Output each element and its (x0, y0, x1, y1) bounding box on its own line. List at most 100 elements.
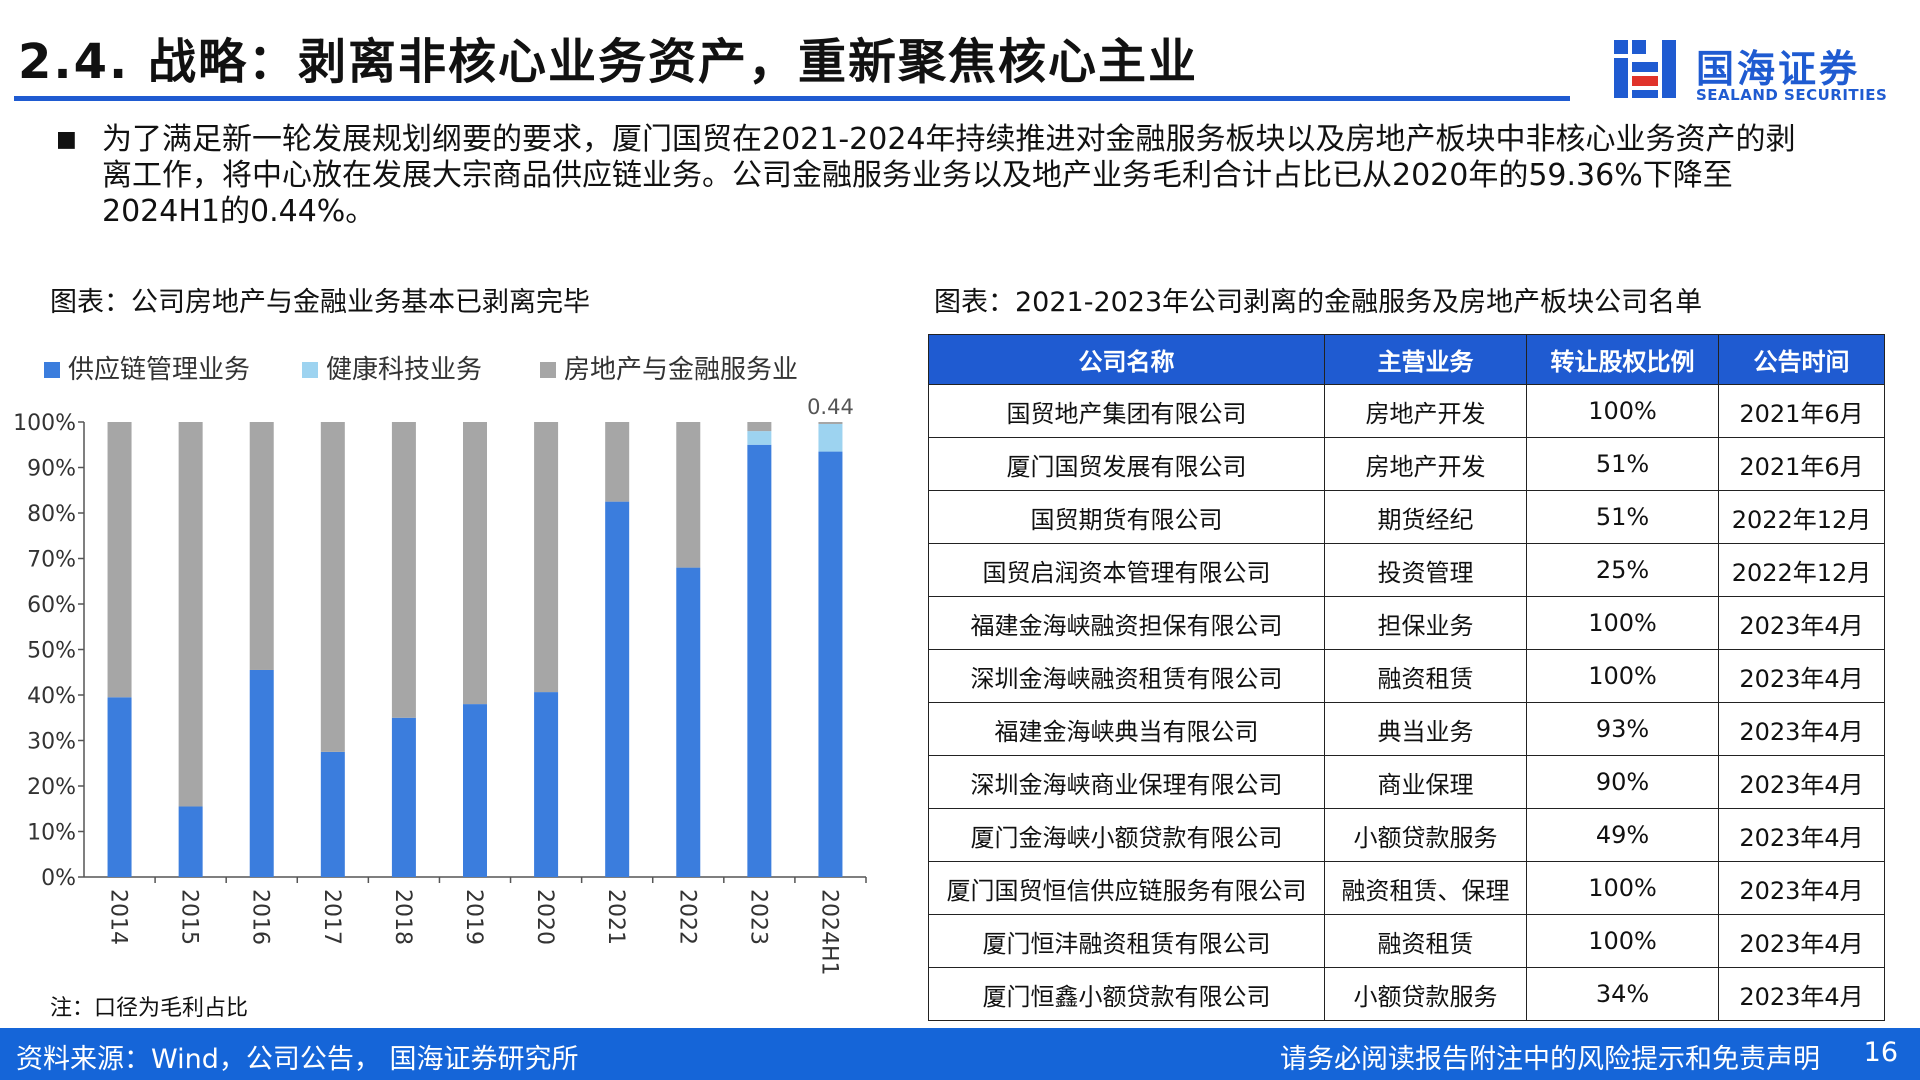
cell-announce-date: 2023年4月 (1718, 861, 1885, 915)
logo-english-name: SEALAND SECURITIES (1696, 86, 1888, 104)
bar-segment (391, 717, 416, 877)
table-row: 福建金海峡典当有限公司 典当业务 93% 2023年4月 (928, 702, 1885, 756)
divested-companies-table: 公司名称 主营业务 转让股权比例 公告时间 国贸地产集团有限公司 房地产开发 100… (928, 334, 1885, 1021)
table-row: 厦门国贸发展有限公司 房地产开发 51% 2021年6月 (928, 437, 1885, 491)
cell-company-name: 福建金海峡典当有限公司 (928, 702, 1325, 756)
y-tick-label: 60% (27, 593, 76, 618)
x-tick-label: 2016 (248, 889, 273, 945)
y-tick-label: 70% (27, 548, 76, 573)
sealand-logo-icon (1614, 40, 1676, 98)
legend-label: 房地产与金融服务业 (564, 355, 798, 385)
bar-segment (178, 806, 203, 877)
table-row: 厦门国贸恒信供应链服务有限公司 融资租赁、保理 100% 2023年4月 (928, 861, 1885, 915)
cell-announce-date: 2022年12月 (1718, 490, 1885, 544)
cell-company-name: 厦门恒沣融资租赁有限公司 (928, 914, 1325, 968)
cell-equity-ratio: 93% (1526, 702, 1719, 756)
cell-main-business: 商业保理 (1324, 755, 1527, 809)
cell-equity-ratio: 34% (1526, 967, 1719, 1021)
table-row: 厦门恒鑫小额贷款有限公司 小额贷款服务 34% 2023年4月 (928, 967, 1885, 1021)
y-tick-label: 80% (27, 502, 76, 527)
table-row: 厦门恒沣融资租赁有限公司 融资租赁 100% 2023年4月 (928, 914, 1885, 968)
y-tick-label: 50% (27, 639, 76, 664)
cell-equity-ratio: 100% (1526, 914, 1719, 968)
legend-swatch (540, 362, 556, 378)
bar-segment (463, 422, 487, 705)
cell-main-business: 房地产开发 (1324, 384, 1527, 438)
bar-segment (605, 501, 630, 877)
table-body: 国贸地产集团有限公司 房地产开发 100% 2021年6月 厦门国贸发展有限公司 房地产开… (928, 384, 1885, 1021)
data-label-annotation: 0.44 (807, 395, 854, 419)
cell-announce-date: 2023年4月 (1718, 967, 1885, 1021)
page-title: 2.4. 战略：剥离非核心业务资产，重新聚焦核心主业 (18, 34, 1198, 90)
bar-segment (605, 422, 630, 502)
x-tick-label: 2014 (106, 889, 131, 945)
y-tick-label: 10% (27, 821, 76, 846)
bullet-marker: ■ (56, 127, 77, 152)
bar-segment (818, 424, 843, 452)
cell-main-business: 期货经纪 (1324, 490, 1527, 544)
title-underline (14, 96, 1570, 101)
cell-equity-ratio: 49% (1526, 808, 1719, 862)
x-tick-label: 2018 (390, 889, 415, 945)
bar-segment (249, 669, 274, 877)
cell-announce-date: 2021年6月 (1718, 384, 1885, 438)
bar-segment (107, 697, 132, 877)
table-header-row: 公司名称 主营业务 转让股权比例 公告时间 (928, 334, 1885, 385)
cell-announce-date: 2023年4月 (1718, 596, 1885, 650)
table-caption: 图表：2021-2023年公司剥离的金融服务及房地产板块公司名单 (934, 287, 1703, 318)
table-row: 深圳金海峡商业保理有限公司 商业保理 90% 2023年4月 (928, 755, 1885, 809)
cell-main-business: 小额贷款服务 (1324, 967, 1527, 1021)
x-tick-label: 2020 (532, 889, 557, 945)
cell-announce-date: 2022年12月 (1718, 543, 1885, 597)
bar-segment (747, 431, 772, 445)
x-tick-label: 2021 (603, 889, 628, 945)
cell-main-business: 小额贷款服务 (1324, 808, 1527, 862)
cell-main-business: 典当业务 (1324, 702, 1527, 756)
bar-segment (676, 422, 701, 568)
cell-announce-date: 2023年4月 (1718, 808, 1885, 862)
bar-segment (534, 692, 559, 877)
company-logo: 国海证券 SEALAND SECURITIES (1612, 36, 1887, 106)
y-tick-label: 100% (13, 411, 76, 436)
companies-table: 公司名称 主营业务 转让股权比例 公告时间 国贸地产集团有限公司 房地产开发 100… (928, 334, 1885, 1021)
bar-segment (107, 422, 132, 698)
chart-svg: 供应链管理业务 健康科技业务 房地产与金融服务业 0% 10% 20% 30% 40% 50% 6… (13, 355, 867, 976)
legend-swatch (302, 362, 318, 378)
bar-segment (178, 422, 203, 807)
header-equity-ratio: 转让股权比例 (1526, 334, 1719, 385)
cell-company-name: 国贸启润资本管理有限公司 (928, 543, 1325, 597)
bar-segment (818, 451, 843, 877)
y-tick-label: 0% (41, 866, 76, 891)
cell-equity-ratio: 100% (1526, 596, 1719, 650)
table-row: 深圳金海峡融资租赁有限公司 融资租赁 100% 2023年4月 (928, 649, 1885, 703)
stacked-bar-chart: 供应链管理业务 健康科技业务 房地产与金融服务业 0% 10% 20% 30% 40% 50% 6… (0, 340, 880, 1000)
footer-bar: 资料来源：Wind，公司公告， 国海证券研究所 请务必阅读报告附注中的风险提示和… (0, 1028, 1920, 1080)
bar-segment (747, 444, 772, 877)
cell-equity-ratio: 100% (1526, 861, 1719, 915)
cell-announce-date: 2021年6月 (1718, 437, 1885, 491)
table-row: 厦门金海峡小额贷款有限公司 小额贷款服务 49% 2023年4月 (928, 808, 1885, 862)
header-company-name: 公司名称 (928, 334, 1325, 385)
cell-company-name: 厦门金海峡小额贷款有限公司 (928, 808, 1325, 862)
cell-equity-ratio: 51% (1526, 490, 1719, 544)
cell-equity-ratio: 100% (1526, 384, 1719, 438)
y-tick-label: 90% (27, 457, 76, 482)
cell-equity-ratio: 90% (1526, 755, 1719, 809)
chart-note: 注：口径为毛利占比 (50, 996, 249, 1021)
legend-label: 供应链管理业务 (68, 355, 250, 385)
table-row: 国贸地产集团有限公司 房地产开发 100% 2021年6月 (928, 384, 1885, 438)
legend-swatch (44, 362, 60, 378)
cell-equity-ratio: 51% (1526, 437, 1719, 491)
cell-equity-ratio: 25% (1526, 543, 1719, 597)
bar-segment (818, 422, 843, 425)
cell-announce-date: 2023年4月 (1718, 755, 1885, 809)
cell-main-business: 担保业务 (1324, 596, 1527, 650)
logo-chinese-name: 国海证券 (1696, 47, 1861, 91)
bar-segment (747, 422, 772, 432)
cell-announce-date: 2023年4月 (1718, 914, 1885, 968)
footer-disclaimer: 请务必阅读报告附注中的风险提示和免责声明 (1280, 1044, 1820, 1075)
y-tick-label: 20% (27, 775, 76, 800)
cell-main-business: 融资租赁 (1324, 649, 1527, 703)
legend-label: 健康科技业务 (326, 355, 482, 385)
x-tick-label: 2017 (319, 889, 344, 945)
